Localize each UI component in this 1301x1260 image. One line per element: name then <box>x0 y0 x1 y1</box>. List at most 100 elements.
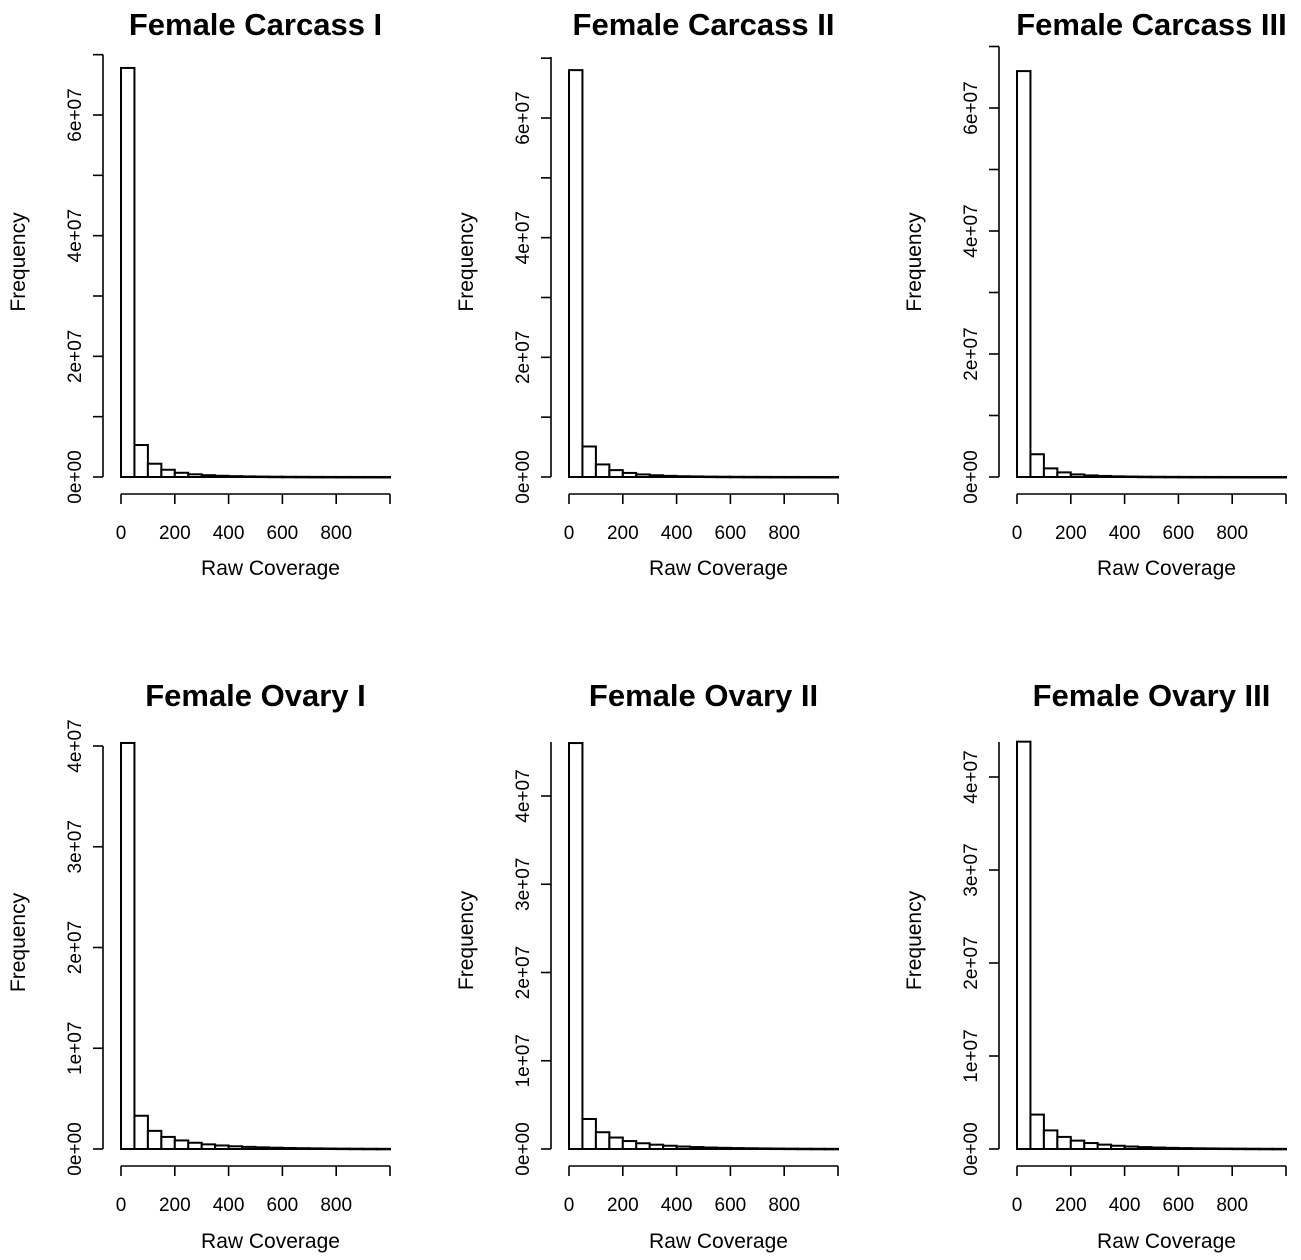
histogram-bar <box>214 1144 230 1151</box>
x-axis-label: Raw Coverage <box>1097 1230 1236 1253</box>
y-tick-label: 6e+07 <box>65 88 86 141</box>
x-tick-label: 400 <box>1109 1195 1141 1216</box>
histogram-bar <box>133 1114 149 1150</box>
x-tick-label: 0 <box>564 1195 575 1216</box>
histogram-bar <box>1069 1139 1086 1151</box>
histogram-bar <box>1029 453 1045 478</box>
x-axis-label: Raw Coverage <box>649 1230 788 1253</box>
histogram-bar <box>1217 1147 1234 1151</box>
x-tick-label: 400 <box>661 523 693 544</box>
histogram-bar <box>1190 1147 1207 1151</box>
histogram-panel: Female Carcass II 0e+00 2e+07 4e+07 6e+07 Fre… <box>455 7 839 580</box>
y-tick-label: 2e+07 <box>65 330 86 383</box>
y-tick-label: 0e+00 <box>961 1122 982 1175</box>
histogram-bar <box>608 1136 624 1150</box>
histogram-bar <box>581 1117 597 1150</box>
y-tick-label: 0e+00 <box>513 1122 534 1175</box>
histogram-bar <box>1069 473 1086 478</box>
y-tick-label: 4e+07 <box>513 211 534 264</box>
y-axis-label: Frequency <box>903 890 926 990</box>
chart-title: Female Carcass I <box>129 7 382 42</box>
chart-title: Female Ovary II <box>589 678 818 713</box>
histogram-bar <box>227 1145 244 1151</box>
histogram-bar <box>281 1146 297 1151</box>
histogram-bar <box>1244 1147 1261 1151</box>
y-axis-label: Frequency <box>455 212 478 312</box>
y-tick-label: 1e+07 <box>961 1029 982 1082</box>
histogram-bar <box>796 1147 813 1151</box>
histogram-bar <box>1177 475 1193 479</box>
histogram-bar <box>1137 1146 1153 1151</box>
x-tick-label: 200 <box>159 523 191 544</box>
histogram-panel: Female Ovary III 0e+00 1e+07 2e+07 3e+07 4e+0… <box>903 678 1288 1253</box>
histogram-bar <box>1083 474 1099 479</box>
histogram-bar <box>348 475 365 479</box>
histogram-bar <box>715 475 732 479</box>
y-tick-label: 0e+00 <box>961 450 982 503</box>
histogram-bar <box>254 1146 270 1151</box>
histogram-bar <box>1123 475 1140 479</box>
histogram-bar <box>742 475 759 479</box>
histogram-bar <box>348 1147 365 1151</box>
y-tick-label: 4e+07 <box>65 209 86 262</box>
y-tick-label: 3e+07 <box>961 843 982 896</box>
histogram-bar <box>823 475 839 479</box>
chart-title: Female Carcass III <box>1016 7 1287 42</box>
x-axis-label: Raw Coverage <box>201 557 340 580</box>
histogram-bar <box>1110 475 1126 478</box>
histogram-bar <box>702 1146 718 1151</box>
y-tick-label: 2e+07 <box>961 327 982 380</box>
histogram-bar <box>308 1147 324 1151</box>
histogram-bar <box>1150 1146 1166 1150</box>
histogram-bar <box>321 1147 338 1151</box>
histogram-bar <box>1271 475 1288 479</box>
x-tick-label: 200 <box>1055 1195 1087 1216</box>
y-tick-label: 2e+07 <box>513 946 534 999</box>
histogram-bar <box>173 1139 190 1151</box>
histogram-bar <box>769 1147 786 1151</box>
histogram-bar <box>729 1147 745 1150</box>
histogram-bar <box>1137 475 1153 479</box>
histogram-bar <box>1056 471 1072 479</box>
histogram-bar <box>1042 1129 1059 1151</box>
histogram-panel: Female Carcass I 0e+00 2e+07 4e+07 6e+07 Freq… <box>7 7 391 580</box>
histogram-bar <box>173 471 190 479</box>
histogram-bar <box>1016 70 1032 478</box>
chart-title: Female Ovary III <box>1033 678 1271 713</box>
histogram-bar <box>1096 474 1113 478</box>
chart-title: Female Ovary I <box>145 678 366 713</box>
histogram-bar <box>1177 1147 1193 1151</box>
histogram-bar <box>568 69 584 478</box>
histogram-bar <box>335 1147 351 1151</box>
x-tick-label: 600 <box>267 1195 299 1216</box>
x-tick-label: 600 <box>715 523 747 544</box>
y-tick-label: 1e+07 <box>65 1022 86 1075</box>
histogram-bar <box>1204 1147 1220 1151</box>
y-tick-label: 6e+07 <box>961 81 982 134</box>
x-tick-label: 800 <box>320 523 352 544</box>
histogram-bar <box>1110 1144 1126 1150</box>
histogram-bar <box>362 475 378 479</box>
histogram-bar <box>621 471 638 479</box>
histogram-bar <box>362 1147 378 1151</box>
x-tick-label: 0 <box>564 523 575 544</box>
histogram-bar <box>254 475 270 479</box>
y-tick-label: 4e+07 <box>961 204 982 257</box>
y-axis-label: Frequency <box>7 892 30 992</box>
y-tick-label: 4e+07 <box>961 750 982 803</box>
x-tick-label: 600 <box>1163 1195 1195 1216</box>
x-tick-label: 400 <box>661 1195 693 1216</box>
histogram-bar <box>594 1131 611 1151</box>
histogram-bar <box>1231 475 1247 479</box>
histogram-bar <box>1190 475 1207 479</box>
x-tick-label: 0 <box>116 523 127 544</box>
histogram-bar <box>1258 1147 1274 1151</box>
histogram-bar <box>729 475 745 479</box>
histogram-bar <box>241 1145 257 1151</box>
histogram-bar <box>1029 1113 1045 1150</box>
histogram-bar <box>648 1143 665 1151</box>
histogram-bar <box>187 473 203 479</box>
x-tick-label: 600 <box>715 1195 747 1216</box>
y-tick-label: 2e+07 <box>961 936 982 989</box>
